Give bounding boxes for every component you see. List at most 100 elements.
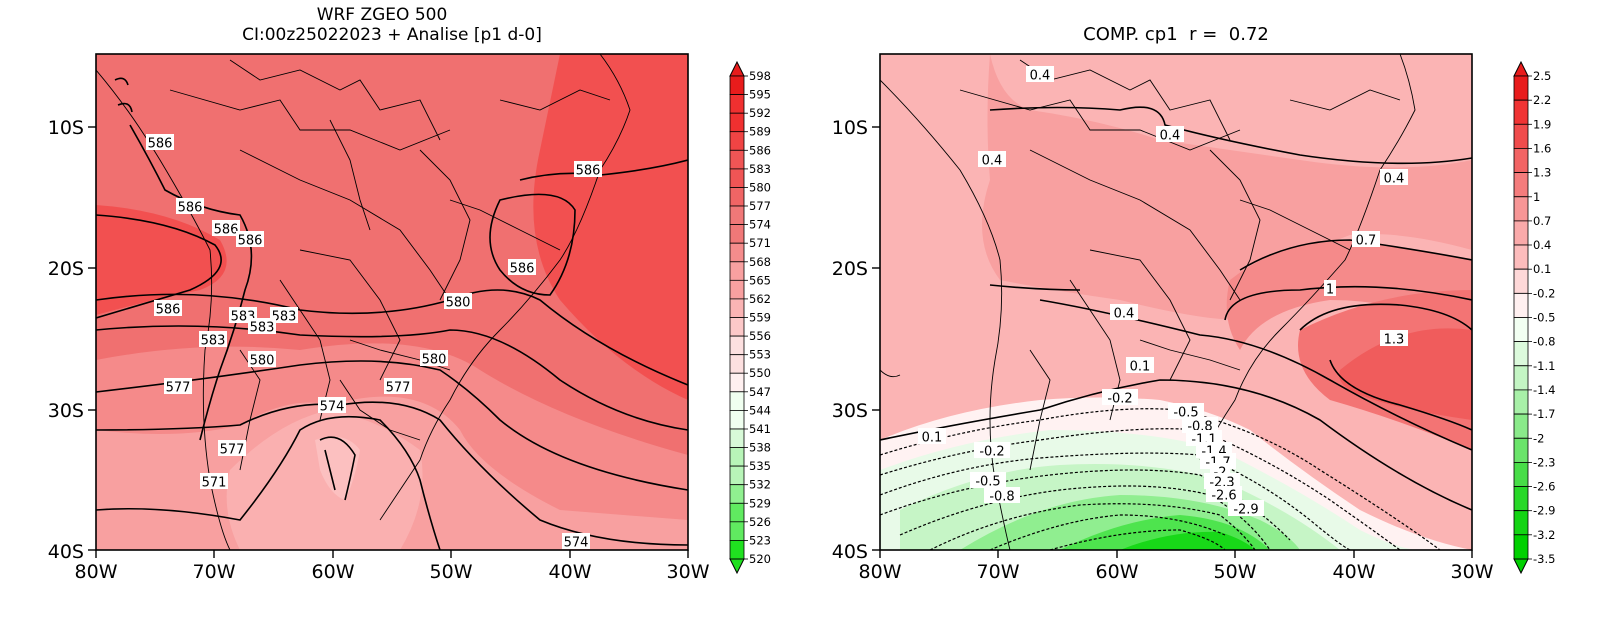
right-contour-label: 1 xyxy=(1326,283,1334,298)
right-contour-label-bg xyxy=(974,442,1010,458)
left-colorbar-box xyxy=(729,279,745,300)
right-lon-50w: 50W xyxy=(1214,561,1257,583)
left-contour-label: 586 xyxy=(238,234,263,249)
left-colorbar-label: 595 xyxy=(749,88,771,102)
left-colorbar-box xyxy=(729,149,745,170)
right-contour-label-bg xyxy=(1206,486,1242,502)
left-colorbar-label: 526 xyxy=(749,515,771,529)
left-lon-40w: 40W xyxy=(549,561,592,583)
right-colorbar-label: -1.1 xyxy=(1533,359,1555,373)
left-contour-label: 586 xyxy=(510,262,535,277)
left-contour-label-bg xyxy=(508,259,536,275)
left-contour-label-bg xyxy=(270,307,298,323)
right-contour-label: -0.2 xyxy=(1107,392,1132,407)
right-colorbar-label: 1.9 xyxy=(1533,117,1551,131)
left-colorbar-box xyxy=(729,354,745,374)
right-colorbar-box xyxy=(1513,147,1529,173)
left-colorbar-label: 529 xyxy=(749,496,771,510)
left-colorbar-box xyxy=(729,317,745,337)
right-contour-label-bg xyxy=(1110,304,1138,320)
left-contour-label-bg xyxy=(248,351,276,367)
left-colorbar-box xyxy=(729,521,745,541)
right-contour-label: -2.9 xyxy=(1233,503,1258,518)
right-contour-label-bg xyxy=(1352,231,1380,247)
right-colorbar-label: -2.3 xyxy=(1533,455,1555,469)
left-contour-label-bg xyxy=(562,533,590,549)
right-contour-label-bg xyxy=(1204,473,1240,489)
right-colorbar-box xyxy=(1513,317,1529,343)
left-contour-label-bg xyxy=(176,198,204,214)
left-map-panel: WRF ZGEO 500 CI:00z25022023 + Analise [p… xyxy=(48,5,771,583)
right-colorbar-label: 2.5 xyxy=(1533,69,1551,83)
left-colorbar: 598 595 592 589 586 583 580 577 574 571 568 565 562 5… xyxy=(729,60,771,575)
left-lat-20s: 20S xyxy=(48,258,84,280)
left-lon-30w: 30W xyxy=(667,561,710,583)
right-lon-30w: 30W xyxy=(1451,561,1494,583)
right-colorbar-box xyxy=(1513,510,1529,536)
right-contour-label-bg xyxy=(918,428,946,444)
left-contour-label-bg xyxy=(384,378,412,394)
left-title-line2: CI:00z25022023 + Analise [p1 d-0] xyxy=(242,25,542,45)
left-colorbar-box xyxy=(729,187,745,207)
left-colorbar-label: 562 xyxy=(749,292,771,306)
right-contour-label: -2.6 xyxy=(1211,489,1236,504)
left-colorbar-box xyxy=(729,224,745,244)
left-contour-label: 580 xyxy=(446,296,471,311)
left-contour-label-bg xyxy=(200,473,228,489)
left-title-line1: WRF ZGEO 500 xyxy=(317,5,448,25)
left-contour-label: 580 xyxy=(250,354,275,369)
right-contour-label: 1.3 xyxy=(1384,333,1405,348)
right-title: COMP. cp1 r = 0.72 xyxy=(1083,24,1269,45)
right-contour-label: -0.8 xyxy=(989,490,1014,505)
left-contour-label: 586 xyxy=(576,164,601,179)
left-colorbar-box xyxy=(729,484,745,504)
right-colorbar-box xyxy=(1513,172,1529,198)
left-lat-30s: 30S xyxy=(48,400,84,422)
right-contour-label: 0.4 xyxy=(1030,69,1051,84)
left-contour-label: 586 xyxy=(178,201,203,216)
left-colorbar-label: 592 xyxy=(749,106,771,120)
right-lat-30s: 30S xyxy=(832,400,868,422)
left-colorbar-box xyxy=(729,540,745,560)
right-colorbar-label: -3.5 xyxy=(1533,552,1555,566)
left-contour-label: 577 xyxy=(386,381,411,396)
left-contour-label: 571 xyxy=(202,476,227,491)
left-contour-label-bg xyxy=(154,300,182,316)
right-lon-70w: 70W xyxy=(977,561,1020,583)
right-contour-label-bg xyxy=(970,472,1006,488)
right-lon-80w: 80W xyxy=(859,561,902,583)
left-colorbar-box xyxy=(729,112,745,133)
left-colorbar-box xyxy=(729,298,745,318)
right-map-frame xyxy=(879,53,1473,551)
right-contour-label-bg xyxy=(984,487,1020,503)
right-contour-label: 0.4 xyxy=(1114,307,1135,322)
right-colorbar-box xyxy=(1513,220,1529,246)
right-colorbar-label: -2.9 xyxy=(1533,504,1555,518)
left-contour-label: 586 xyxy=(156,303,181,318)
left-colorbar-label: 598 xyxy=(749,69,771,83)
right-colorbar-label: -0.8 xyxy=(1533,335,1555,349)
left-colorbar-box xyxy=(729,205,745,226)
left-colorbar-label: 556 xyxy=(749,329,771,343)
left-colorbar-label: 580 xyxy=(749,181,771,195)
left-lon-50w: 50W xyxy=(430,561,473,583)
left-colorbar-label: 559 xyxy=(749,311,771,325)
right-contour-label: 0.1 xyxy=(922,431,943,446)
left-contour-label: 586 xyxy=(148,137,173,152)
right-colorbar-label: -0.2 xyxy=(1533,286,1555,300)
right-contour-label-bg xyxy=(1228,500,1264,516)
left-contour-label-bg xyxy=(164,378,192,394)
left-colorbar-label: 523 xyxy=(749,533,771,547)
left-contour-label: 583 xyxy=(250,321,275,336)
left-contour-label: 574 xyxy=(564,536,589,551)
right-lon-40w: 40W xyxy=(1333,561,1376,583)
left-contour-label: 586 xyxy=(214,223,239,238)
left-lat-10s: 10S xyxy=(48,117,84,139)
left-lon-60w: 60W xyxy=(312,561,355,583)
left-colorbar-label: 574 xyxy=(749,218,771,232)
left-colorbar-label: 520 xyxy=(749,552,771,566)
left-colorbar-box xyxy=(729,75,745,96)
left-lon-70w: 70W xyxy=(193,561,236,583)
right-lon-60w: 60W xyxy=(1096,561,1139,583)
